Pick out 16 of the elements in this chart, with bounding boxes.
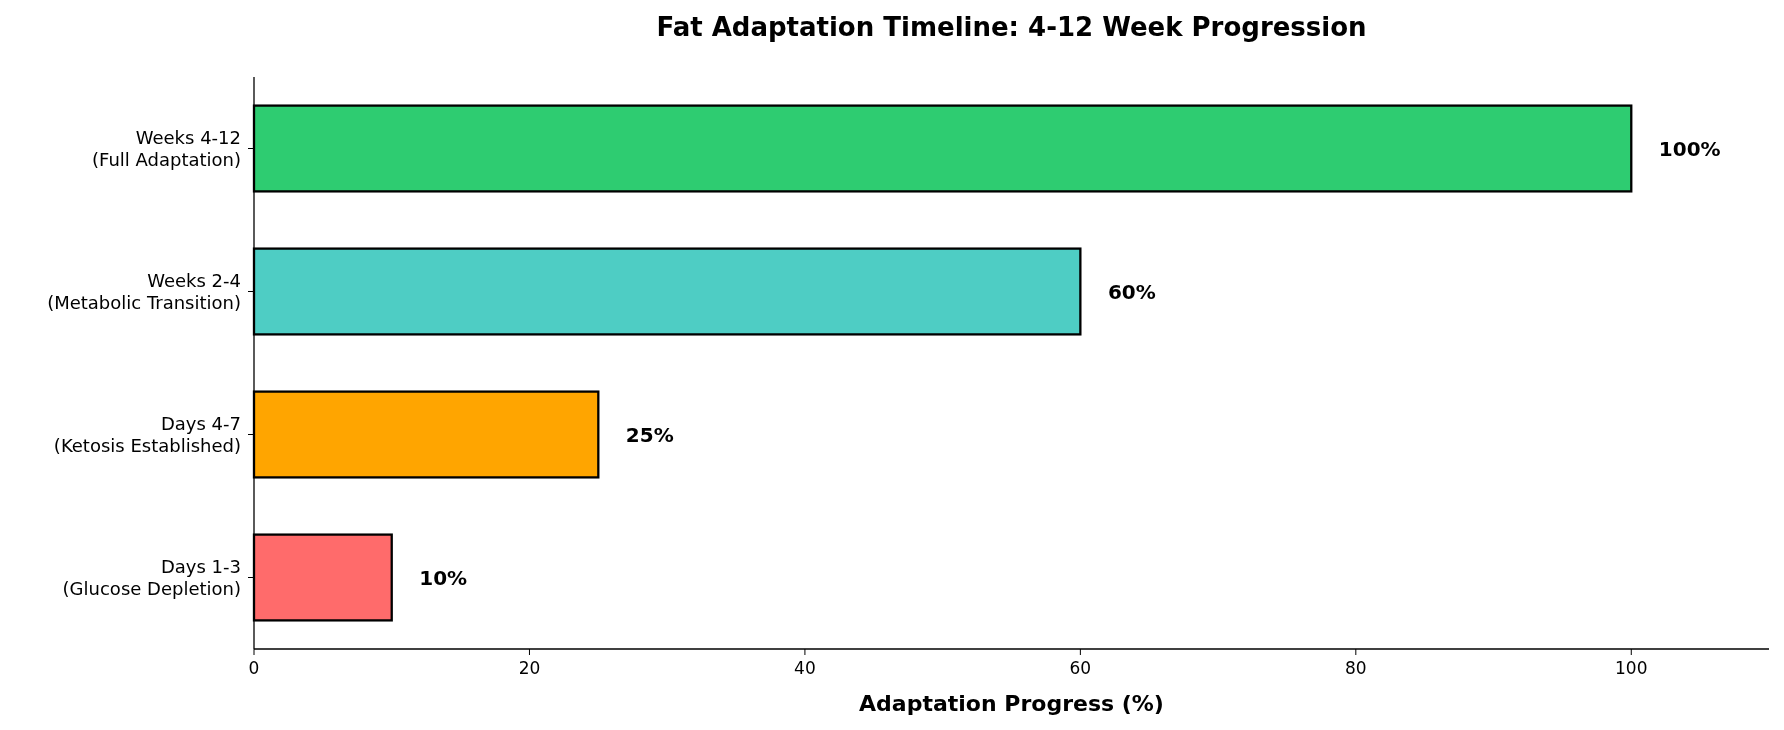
x-tick-label: 20: [518, 658, 541, 678]
data-label: 60%: [1107, 279, 1156, 304]
y-tick-label: Days 4-7 (Ketosis Established): [53, 413, 241, 456]
x-tick-label: 40: [794, 658, 816, 678]
data-label: 100%: [1658, 136, 1721, 161]
data-label: 25%: [625, 422, 674, 447]
y-tick-label: Days 1-3 (Glucose Depletion): [62, 556, 241, 599]
x-tick-label: 100: [1615, 658, 1648, 678]
x-tick-label: 80: [1345, 658, 1367, 678]
x-tick-label: 60: [1069, 658, 1092, 678]
chart-title: Fat Adaptation Timeline: 4-12 Week Progression: [656, 12, 1367, 42]
x-tick-label: 0: [248, 658, 260, 678]
x-axis-title: Adaptation Progress (%): [859, 691, 1164, 716]
data-label: 10%: [419, 565, 468, 590]
y-tick-label: Weeks 4-12 (Full Adaptation): [92, 127, 241, 170]
y-tick-label: Weeks 2-4 (Metabolic Transition): [47, 270, 241, 313]
